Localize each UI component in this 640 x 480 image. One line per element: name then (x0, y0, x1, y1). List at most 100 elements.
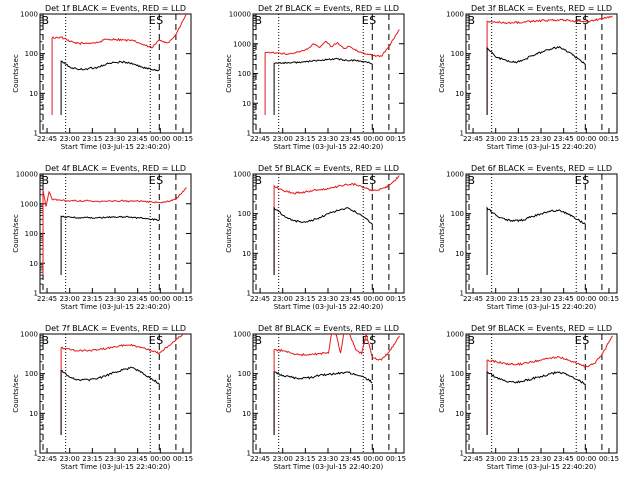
x-tick-label: 00:00 (150, 455, 170, 463)
marker-letter-s: S (369, 14, 376, 27)
y-tick-label: 10 (29, 90, 38, 98)
x-axis-label: Start Time (03-Jul-15 22:40:20) (487, 143, 597, 151)
x-axis-label: Start Time (03-Jul-15 22:40:20) (274, 463, 384, 471)
x-tick-label: 23:45 (128, 135, 148, 143)
x-tick-label: 00:15 (599, 295, 619, 303)
chart-title: Det 1f BLACK = Events, RED = LLD (45, 4, 186, 13)
x-axis-label: Start Time (03-Jul-15 22:40:20) (274, 303, 384, 311)
y-tick-label: 10 (455, 250, 464, 258)
marker-letter-s: S (582, 174, 589, 187)
x-axis-label: Start Time (03-Jul-15 22:40:20) (274, 143, 384, 151)
y-tick-label: 1000 (446, 331, 464, 339)
marker-letter-b: B (42, 334, 50, 347)
x-tick-label: 23:00 (60, 455, 80, 463)
x-tick-label: 23:15 (295, 135, 315, 143)
marker-letter-s: S (156, 174, 163, 187)
x-tick-label: 23:15 (508, 135, 528, 143)
x-axis-label: Start Time (03-Jul-15 22:40:20) (487, 463, 597, 471)
marker-letter-s: S (156, 14, 163, 27)
y-tick-label: 1000 (233, 331, 251, 339)
y-axis-label: Counts/sec (225, 374, 233, 413)
y-tick-label: 1 (460, 450, 464, 458)
y-tick-label: 1000 (20, 200, 38, 208)
series-line (60, 60, 160, 115)
y-tick-label: 100 (238, 210, 251, 218)
marker-letter-b: B (255, 334, 263, 347)
x-tick-label: 23:45 (341, 455, 361, 463)
y-axis-label: Counts/sec (438, 54, 446, 93)
chart-panel: Det 7f BLACK = Events, RED = LLD 1 10 100 10… (12, 324, 193, 471)
x-tick-label: 23:00 (486, 295, 506, 303)
series-line (486, 371, 586, 435)
plot-frame (465, 173, 618, 294)
y-tick-label: 100 (238, 70, 251, 78)
x-tick-label: 00:00 (576, 295, 596, 303)
x-tick-label: 00:00 (363, 135, 383, 143)
y-tick-label: 100 (25, 50, 38, 58)
chart-title: Det 7f BLACK = Events, RED = LLD (45, 324, 186, 333)
series-line (273, 334, 400, 435)
x-tick-label: 23:15 (508, 295, 528, 303)
marker-letter-b: B (42, 174, 50, 187)
chart-title: Det 2f BLACK = Events, RED = LLD (258, 4, 399, 13)
marker-letter-b: B (468, 14, 476, 27)
x-tick-label: 23:15 (82, 135, 102, 143)
y-tick-label: 10 (242, 410, 251, 418)
chart-title: Det 5f BLACK = Events, RED = LLD (258, 164, 399, 173)
marker-letter-e: E (149, 14, 156, 27)
x-tick-label: 23:30 (105, 135, 125, 143)
y-axis-label: Counts/sec (12, 214, 20, 253)
x-axis-label: Start Time (03-Jul-15 22:40:20) (61, 303, 171, 311)
x-tick-label: 00:00 (576, 135, 596, 143)
y-tick-label: 10000 (16, 171, 38, 179)
y-tick-label: 1 (247, 130, 251, 138)
y-axis-label: Counts/sec (225, 54, 233, 93)
y-tick-label: 1000 (20, 11, 38, 19)
x-tick-label: 23:00 (273, 455, 293, 463)
x-tick-label: 22:45 (37, 135, 57, 143)
x-tick-label: 23:15 (82, 455, 102, 463)
y-tick-label: 1000 (446, 11, 464, 19)
chart-title: Det 4f BLACK = Events, RED = LLD (45, 164, 186, 173)
marker-letter-b: B (255, 174, 263, 187)
plot-frame (465, 333, 618, 454)
chart-title: Det 6f BLACK = Events, RED = LLD (471, 164, 612, 173)
chart-panel: Det 5f BLACK = Events, RED = LLD 1 10 100 10… (225, 164, 406, 311)
x-tick-label: 22:45 (463, 295, 483, 303)
marker-letter-e: E (149, 334, 156, 347)
y-tick-label: 10 (242, 100, 251, 108)
plot-frame (465, 13, 618, 134)
x-tick-label: 22:45 (37, 295, 57, 303)
marker-letter-b: B (255, 14, 263, 27)
marker-letter-e: E (149, 174, 156, 187)
series-line (273, 371, 373, 435)
series-line (264, 29, 400, 115)
x-tick-label: 23:15 (295, 455, 315, 463)
y-tick-label: 1 (34, 450, 38, 458)
marker-letter-e: E (575, 334, 582, 347)
y-tick-label: 100 (238, 370, 251, 378)
y-tick-label: 10 (455, 410, 464, 418)
x-tick-label: 00:00 (150, 135, 170, 143)
x-tick-label: 23:00 (60, 295, 80, 303)
y-tick-label: 1 (34, 290, 38, 298)
y-tick-label: 10000 (229, 11, 251, 19)
x-tick-label: 00:00 (363, 455, 383, 463)
x-tick-label: 23:00 (486, 135, 506, 143)
series-line (486, 15, 613, 115)
x-tick-label: 22:45 (463, 135, 483, 143)
plot-frame (252, 13, 405, 134)
y-axis-label: Counts/sec (12, 374, 20, 413)
series-line (486, 46, 586, 115)
x-tick-label: 23:45 (554, 455, 574, 463)
marker-letter-s: S (582, 14, 589, 27)
y-tick-label: 1 (247, 450, 251, 458)
y-tick-label: 1 (34, 130, 38, 138)
marker-letter-e: E (362, 174, 369, 187)
chart-panel: Det 8f BLACK = Events, RED = LLD 1 10 100 10… (225, 324, 406, 471)
y-tick-label: 10 (29, 410, 38, 418)
series-line (273, 206, 373, 275)
plot-frame (252, 173, 405, 294)
y-tick-label: 1000 (446, 171, 464, 179)
